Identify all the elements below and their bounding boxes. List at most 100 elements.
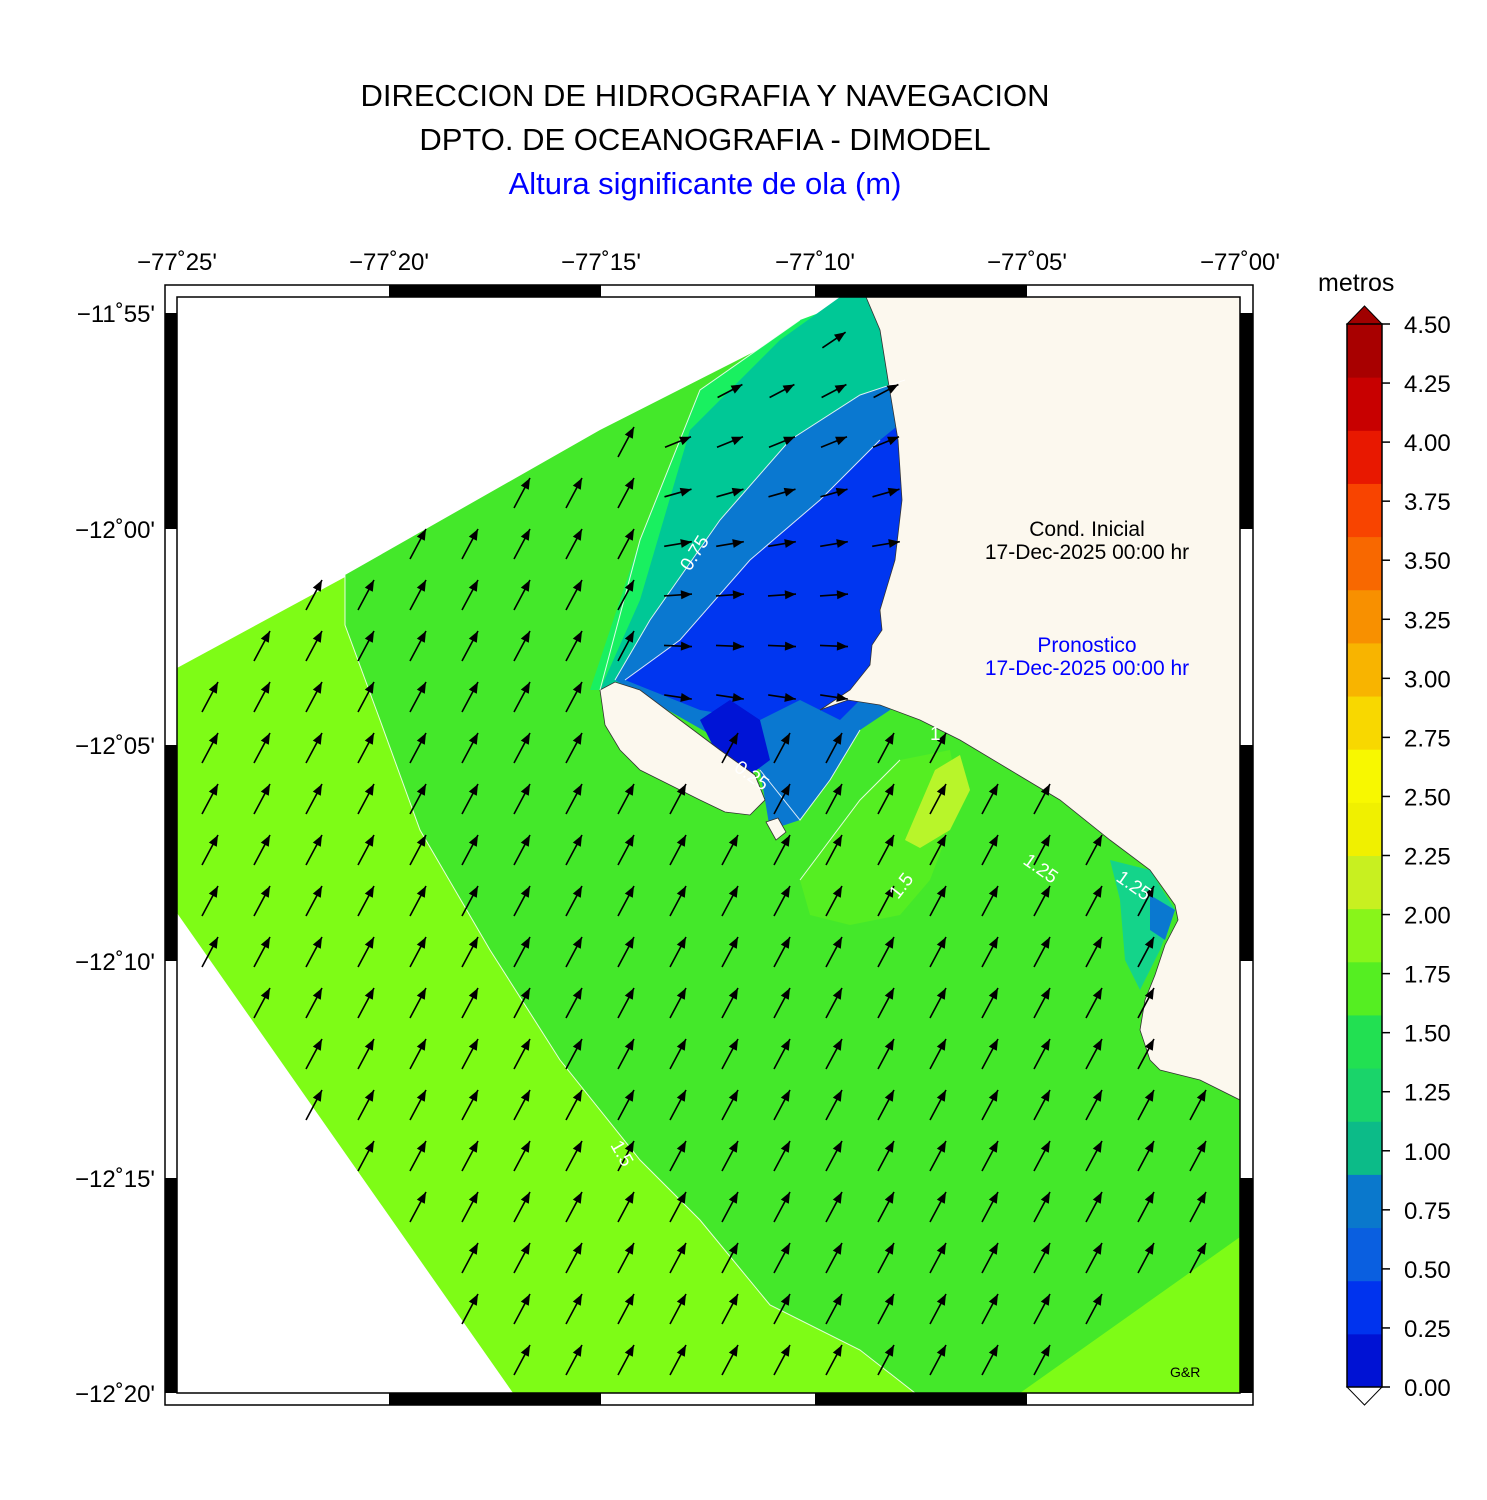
colorbar-swatch	[1347, 802, 1382, 856]
map-frame	[164, 284, 1254, 1406]
wave-arrow-head	[1040, 1039, 1050, 1051]
wave-arrow-head	[884, 733, 894, 745]
wave-arrow-head	[208, 835, 218, 847]
wave-arrow-head	[520, 988, 530, 1000]
wave-arrow-head	[680, 539, 692, 548]
band-0.25-0.5	[625, 420, 905, 720]
wave-arrow-head	[780, 1039, 790, 1051]
wave-arrow-head	[1040, 1192, 1050, 1204]
wave-arrow-head	[520, 529, 530, 541]
wave-arrow-head	[520, 1243, 530, 1255]
colorbar-label: 4.50	[1404, 312, 1451, 339]
wave-arrow-head	[988, 1090, 998, 1102]
title-line-2: DPTO. DE OCEANOGRAFIA - DIMODEL	[419, 122, 991, 157]
pron-date: 17-Dec-2025 00:00 hr	[984, 657, 1190, 680]
wave-arrow-head	[886, 384, 899, 394]
colorbar-label: 1.50	[1404, 1021, 1451, 1048]
wave-arrow-head	[364, 784, 374, 796]
wave-arrow-head	[884, 1090, 894, 1102]
colorbar-unit: metros	[1318, 269, 1395, 297]
wave-arrow-head	[416, 937, 426, 949]
band-1.25-1.5-south	[800, 750, 960, 925]
wave-arrow-head	[884, 988, 894, 1000]
wave-arrow-head	[416, 835, 426, 847]
wave-arrow-head	[884, 1294, 894, 1306]
wave-arrow-head	[572, 1039, 582, 1051]
wave-arrow-head	[468, 886, 478, 898]
wave-arrow-head	[572, 1141, 582, 1153]
wave-arrow-head	[624, 1192, 634, 1204]
wave-arrow-head	[732, 641, 744, 651]
wave-arrow-head	[312, 1039, 322, 1051]
wave-arrow-head	[676, 1039, 686, 1051]
wave-arrow-head	[832, 1192, 842, 1204]
wave-arrow-head	[728, 937, 738, 949]
wave-arrow-head	[520, 580, 530, 592]
wave-arrow-head	[1040, 784, 1050, 796]
lat-tick: −12˚20'	[75, 1381, 155, 1408]
wave-direction-arrows	[201, 331, 1207, 1376]
wave-arrow-head	[728, 733, 738, 745]
island-small	[765, 817, 787, 841]
wave-arrow-head	[834, 384, 847, 394]
wave-arrow-head	[468, 937, 478, 949]
wave-arrow-head	[988, 784, 998, 796]
wave-arrow-head	[624, 1039, 634, 1051]
wave-arrow-head	[624, 784, 634, 796]
lon-tick: −77˚15'	[561, 249, 641, 276]
wave-arrow-head	[676, 1192, 686, 1204]
wave-arrow-head	[780, 988, 790, 1000]
wave-arrow-head	[208, 682, 218, 694]
wave-arrow-head	[780, 937, 790, 949]
wave-arrow-head	[312, 886, 322, 898]
wave-arrow-head	[520, 478, 530, 490]
wave-arrow-head	[884, 1345, 894, 1357]
wave-arrow-head	[364, 988, 374, 1000]
wave-arrow-head	[728, 886, 738, 898]
wave-arrow-head	[416, 1141, 426, 1153]
wave-arrow-head	[1092, 1243, 1102, 1255]
wave-arrow-head	[728, 1090, 738, 1102]
wave-arrow-head	[884, 835, 894, 847]
lat-tick: −11˚55'	[77, 301, 155, 328]
wave-arrow-head	[732, 693, 744, 702]
wave-arrow-head	[728, 1243, 738, 1255]
wave-arrow-head	[1092, 1192, 1102, 1204]
wave-arrow-head	[312, 988, 322, 1000]
colorbar-swatch	[1347, 1280, 1382, 1335]
wave-arrow-head	[572, 1090, 582, 1102]
colorbar-label: 0.25	[1404, 1316, 1451, 1343]
wave-arrow-head	[468, 529, 478, 541]
wave-arrow-head	[680, 641, 692, 651]
wave-arrow-head	[1040, 1090, 1050, 1102]
wave-arrow-head	[1196, 1141, 1206, 1153]
wave-arrow-head	[416, 682, 426, 694]
wave-arrow-head	[416, 784, 426, 796]
lon-tick: −77˚05'	[987, 249, 1067, 276]
wave-arrow-head	[936, 937, 946, 949]
wave-arrow-head	[836, 590, 848, 600]
wave-arrow-head	[988, 1243, 998, 1255]
colorbar: 4.50 4.25 4.00 3.75 3.50 3.25 3.00 2.75 2.50 2.25…	[1345, 305, 1451, 1406]
colorbar-label: 0.50	[1404, 1257, 1451, 1284]
wave-arrow-head	[936, 1192, 946, 1204]
wave-arrow-head	[1196, 1192, 1206, 1204]
wave-arrow-head	[624, 1141, 634, 1153]
initial-condition-note: Cond. Inicial 17-Dec-2025 00:00 hr	[937, 518, 1237, 564]
wave-arrow-head	[364, 733, 374, 745]
wave-arrow-head	[208, 784, 218, 796]
wave-arrow-head	[676, 784, 686, 796]
wave-arrow-head	[1040, 1141, 1050, 1153]
wave-arrow-head	[260, 733, 270, 745]
wave-arrow-head	[468, 784, 478, 796]
cond-date: 17-Dec-2025 00:00 hr	[984, 541, 1190, 564]
wave-arrow-head	[676, 886, 686, 898]
credit-label: G&R	[1170, 1364, 1201, 1380]
wave-arrow-head	[1144, 1090, 1154, 1102]
wave-arrow-head	[1092, 1141, 1102, 1153]
wave-arrow-head	[520, 784, 530, 796]
wave-arrow-head	[520, 937, 530, 949]
wave-arrow-head	[832, 1243, 842, 1255]
pron-title: Pronostico	[1037, 634, 1137, 657]
wave-arrow-head	[260, 886, 270, 898]
